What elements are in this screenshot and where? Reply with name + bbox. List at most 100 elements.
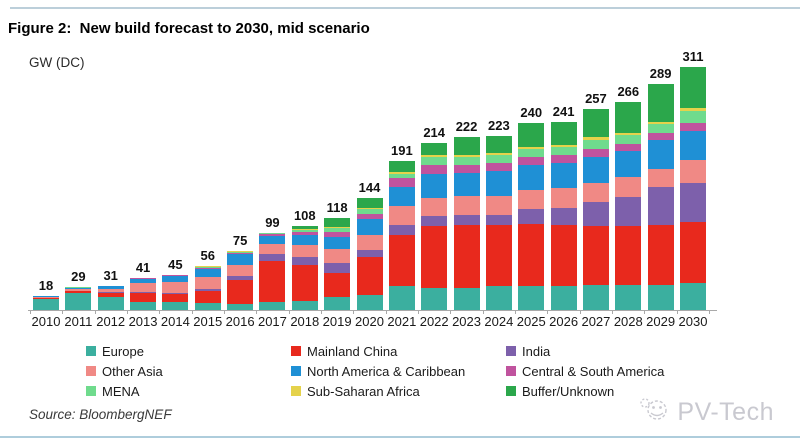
bar-segment-india xyxy=(485,214,512,225)
bar-2029 xyxy=(647,84,674,310)
bar-total-label-2024: 223 xyxy=(488,117,510,133)
bar-segment-mena xyxy=(550,146,577,156)
bar-segment-north-america-caribbean xyxy=(582,156,609,183)
legend-label-europe: Europe xyxy=(102,343,144,359)
x-axis-tick xyxy=(353,311,355,314)
x-axis-label-2027: 2027 xyxy=(581,314,611,329)
bar-segment-buffer-unknown xyxy=(388,160,415,172)
bar-segment-other-asia xyxy=(227,264,254,277)
bar-total-label-2010: 18 xyxy=(38,277,54,293)
bar-segment-sub-saharan-africa xyxy=(388,171,415,175)
bar-segment-buffer-unknown xyxy=(356,197,383,208)
bar-segment-mainland-china xyxy=(33,298,59,299)
bar-total-label-2011: 29 xyxy=(71,269,86,285)
legend-swatch-sub-saharan-africa xyxy=(291,386,301,396)
bar-segment-mena xyxy=(259,233,286,234)
bar-segment-central-south-america xyxy=(518,157,545,166)
bar-segment-mainland-china xyxy=(259,261,286,303)
x-axis-label-2018: 2018 xyxy=(290,314,320,329)
bar-segment-europe xyxy=(615,284,642,310)
bar-segment-mainland-china xyxy=(582,225,609,285)
bar-segment-other-asia xyxy=(356,234,383,251)
bar-segment-mainland-china xyxy=(550,224,577,286)
bar-segment-central-south-america xyxy=(194,267,221,269)
legend-item-india: India xyxy=(506,344,664,359)
bar-segment-europe xyxy=(65,293,92,310)
bar-total-label-2017: 99 xyxy=(265,214,280,230)
x-axis-tick xyxy=(256,311,258,314)
bar-segment-mainland-china xyxy=(680,221,706,284)
bar-2023 xyxy=(453,136,480,310)
bar-segment-mainland-china xyxy=(453,224,480,289)
bar-segment-india xyxy=(680,182,706,222)
bar-segment-north-america-caribbean xyxy=(130,278,157,284)
bar-segment-sub-saharan-africa xyxy=(582,137,609,140)
bar-segment-mena xyxy=(356,209,383,214)
bar-segment-india xyxy=(550,207,577,225)
bar-total-label-2020: 144 xyxy=(358,179,381,195)
bar-segment-mena xyxy=(485,154,512,164)
bar-segment-north-america-caribbean xyxy=(33,296,59,298)
x-axis-label-2028: 2028 xyxy=(613,314,643,329)
x-axis-tick xyxy=(159,311,161,314)
bar-segment-north-america-caribbean xyxy=(356,219,383,235)
bar-segment-mainland-china xyxy=(421,226,448,289)
bar-total-label-2012: 31 xyxy=(103,267,118,283)
bar-2025 xyxy=(518,122,545,310)
bar-segment-other-asia xyxy=(421,197,448,217)
x-axis-tick xyxy=(385,311,387,314)
bar-2018 xyxy=(291,225,318,310)
x-axis-tick xyxy=(515,311,517,314)
figure-title: Figure 2: New build forecast to 2030, mi… xyxy=(8,20,370,37)
bar-segment-north-america-caribbean xyxy=(615,151,642,178)
bar-segment-central-south-america xyxy=(162,275,189,276)
bar-segment-india xyxy=(615,196,642,227)
legend-label-buffer-unknown: Buffer/Unknown xyxy=(522,383,615,399)
x-axis-label-2030: 2030 xyxy=(678,314,708,329)
bar-segment-europe xyxy=(453,288,480,310)
bar-segment-europe xyxy=(194,302,221,310)
bar-segment-north-america-caribbean xyxy=(421,174,448,198)
x-axis-label-2020: 2020 xyxy=(355,314,384,329)
bar-segment-mainland-china xyxy=(291,265,318,301)
x-axis-tick xyxy=(644,311,646,314)
bar-segment-mena xyxy=(227,251,254,253)
bar-total-label-2030: 311 xyxy=(682,49,704,65)
bar-segment-mainland-china xyxy=(130,292,157,302)
bar-2010 xyxy=(33,295,59,310)
x-axis-tick xyxy=(482,311,484,314)
bottom-divider xyxy=(0,436,800,438)
bar-segment-india xyxy=(356,250,383,258)
x-axis-label-2012: 2012 xyxy=(96,314,126,329)
bar-segment-other-asia xyxy=(130,283,157,292)
bar-total-label-2015: 56 xyxy=(200,248,215,264)
bar-segment-sub-saharan-africa xyxy=(194,266,221,268)
bar-2017 xyxy=(259,232,286,310)
bar-segment-mainland-china xyxy=(647,224,674,285)
bar-segment-sub-saharan-africa xyxy=(615,133,642,136)
legend-swatch-india xyxy=(506,346,516,356)
bar-segment-mena xyxy=(647,124,674,134)
bar-2019 xyxy=(324,217,351,310)
legend-label-north-america-caribbean: North America & Caribbean xyxy=(307,363,466,379)
source-note: Source: BloombergNEF xyxy=(29,407,172,422)
bar-segment-india xyxy=(291,257,318,266)
bar-segment-mainland-china xyxy=(485,224,512,287)
bar-segment-central-south-america xyxy=(453,164,480,173)
bar-segment-mena xyxy=(453,156,480,165)
legend-label-other-asia: Other Asia xyxy=(102,363,163,379)
x-axis-label-2024: 2024 xyxy=(484,314,514,329)
bar-segment-buffer-unknown xyxy=(421,142,448,155)
bar-segment-other-asia xyxy=(550,188,577,208)
x-axis-tick xyxy=(709,311,711,314)
bar-segment-central-south-america xyxy=(421,164,448,175)
bar-segment-india xyxy=(518,209,545,224)
pv-tech-watermark: PV-Tech xyxy=(637,394,774,431)
bar-segment-india xyxy=(647,187,674,225)
bar-segment-other-asia xyxy=(647,168,674,188)
legend-item-europe: Europe xyxy=(86,343,291,359)
bar-segment-europe xyxy=(518,286,545,310)
bar-segment-other-asia xyxy=(324,249,351,264)
bar-segment-central-south-america xyxy=(485,163,512,172)
legend-item-buffer-unknown: Buffer/Unknown xyxy=(506,383,664,399)
